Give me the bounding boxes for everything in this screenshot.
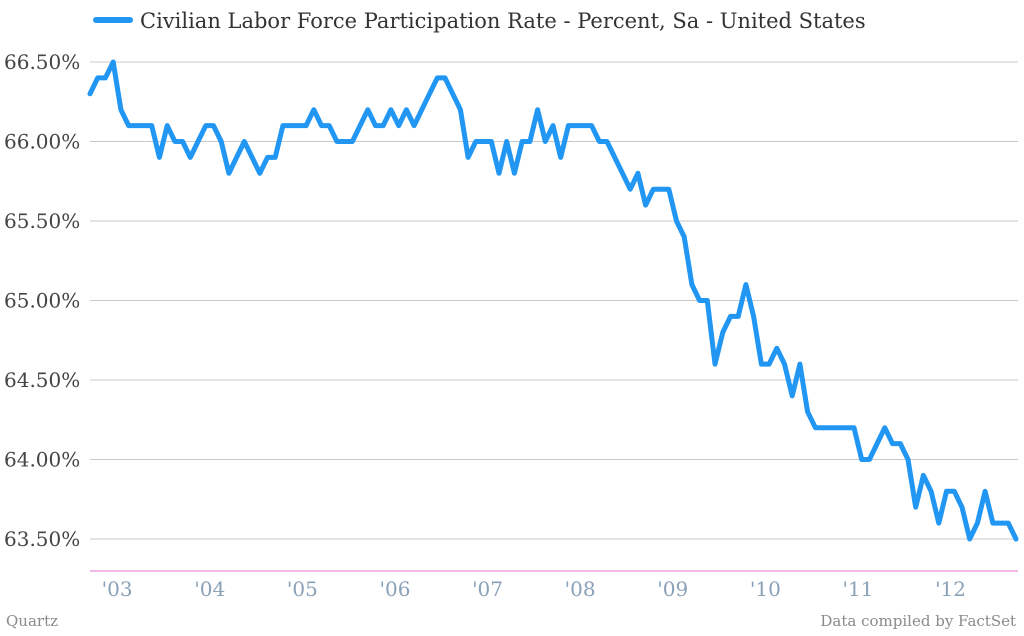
x-tick-label: '08 [565, 577, 596, 601]
y-axis-ticks: 66.50% 66.00% 65.50% 65.00% 64.50% 64.00% 63.5… [4, 50, 80, 551]
x-tick-label: '10 [750, 577, 781, 601]
y-tick-label: 66.50% [4, 50, 80, 74]
y-tick-label: 64.50% [4, 368, 80, 392]
x-tick-label: '04 [194, 577, 225, 601]
x-tick-label: '03 [102, 577, 133, 601]
source-left: Quartz [6, 612, 58, 630]
x-tick-label: '12 [935, 577, 966, 601]
y-tick-label: 64.00% [4, 448, 80, 472]
y-tick-label: 63.50% [4, 527, 80, 551]
legend-label: Civilian Labor Force Participation Rate … [140, 9, 866, 33]
y-tick-label: 65.00% [4, 289, 80, 313]
x-axis-ticks: '03 '04 '05 '06 '07 '08 '09 '10 '11 '12 [102, 577, 966, 601]
x-tick-label: '06 [379, 577, 410, 601]
series-line [87, 59, 1019, 542]
x-tick-label: '07 [472, 577, 503, 601]
y-tick-label: 66.00% [4, 130, 80, 154]
legend: Civilian Labor Force Participation Rate … [93, 9, 866, 33]
x-tick-label: '05 [287, 577, 318, 601]
source-right: Data compiled by FactSet [820, 612, 1016, 630]
x-tick-label: '09 [657, 577, 688, 601]
x-tick-label: '11 [842, 577, 873, 601]
y-tick-label: 65.50% [4, 209, 80, 233]
